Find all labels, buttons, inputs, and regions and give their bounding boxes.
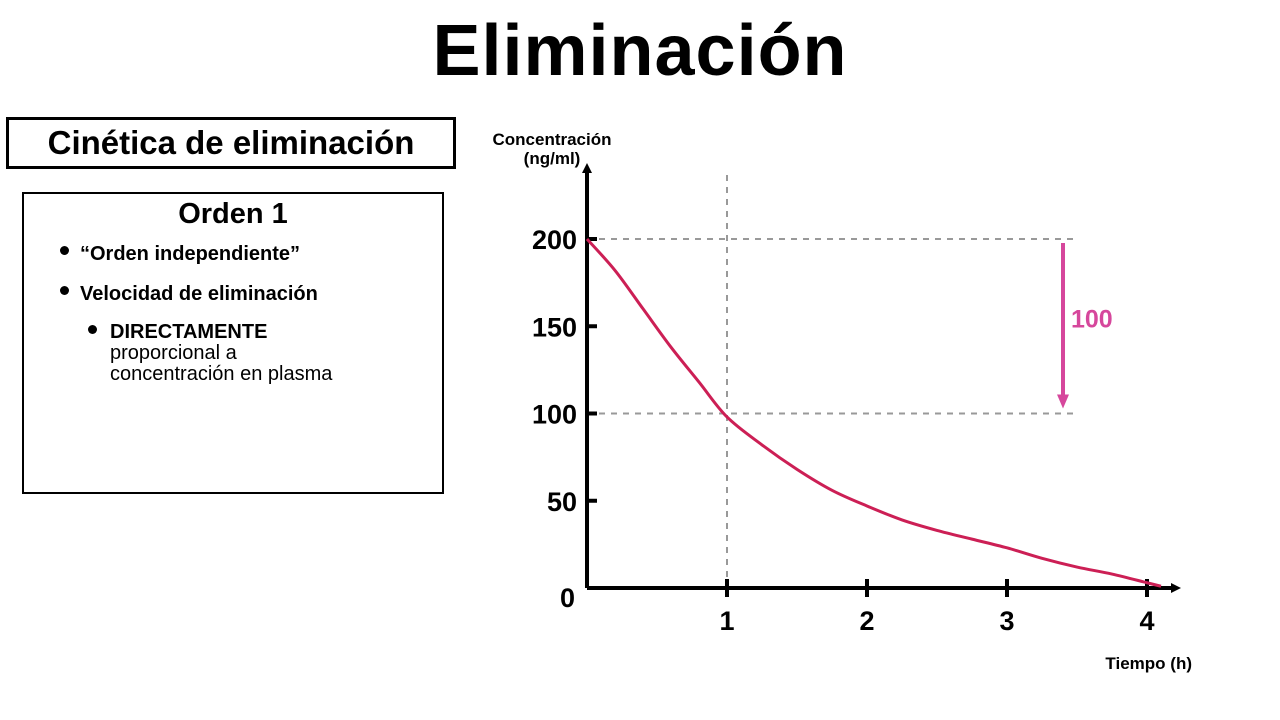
x-tick-label: 2 — [859, 606, 874, 636]
page-title: Eliminación — [432, 11, 848, 91]
y-tick-label: 100 — [532, 400, 577, 430]
y-axis-label: Concentración — [492, 130, 611, 149]
info-box: Orden 1 “Orden independiente” Velocidad … — [22, 192, 444, 494]
bullet-dot-icon — [60, 246, 69, 255]
chart-area: 1 2 3 4 0 50 100 150 200 100 Concentración (ng/m… — [470, 110, 1250, 710]
concentration-curve — [585, 238, 1162, 588]
sub-bullet-dot-icon — [88, 325, 97, 334]
section-label-box: Cinética de eliminación — [6, 117, 456, 169]
annotation-label: 100 — [1071, 305, 1113, 333]
x-tick-label: 1 — [719, 606, 734, 636]
bullet-item: “Orden independiente” — [80, 243, 301, 265]
y-tick-label: 150 — [532, 312, 577, 342]
y-tick-label: 200 — [532, 225, 577, 255]
y-tick-label: 0 — [560, 583, 575, 613]
concentration-chart: 1 2 3 4 0 50 100 150 200 100 Concentración (ng/m… — [492, 130, 1192, 673]
x-tick-label: 4 — [1139, 606, 1154, 636]
y-tick-label: 50 — [547, 487, 577, 517]
x-axis-label: Tiempo (h) — [1105, 654, 1192, 673]
sub-bullet-line: proporcional a — [110, 342, 237, 364]
sub-bullet-line: DIRECTAMENTE — [110, 321, 268, 343]
sub-bullet-line: concentración en plasma — [110, 363, 333, 385]
section-label: Cinética de eliminación — [47, 124, 415, 161]
sub-bullet-text: DIRECTAMENTE proporcional a concentració… — [110, 322, 332, 385]
bullet-dot-icon — [60, 286, 69, 295]
bullet-item: Velocidad de eliminación — [80, 283, 318, 305]
y-axis-label-unit: (ng/ml) — [524, 149, 581, 168]
x-tick-label: 3 — [999, 606, 1014, 636]
info-heading: Orden 1 — [178, 198, 288, 230]
